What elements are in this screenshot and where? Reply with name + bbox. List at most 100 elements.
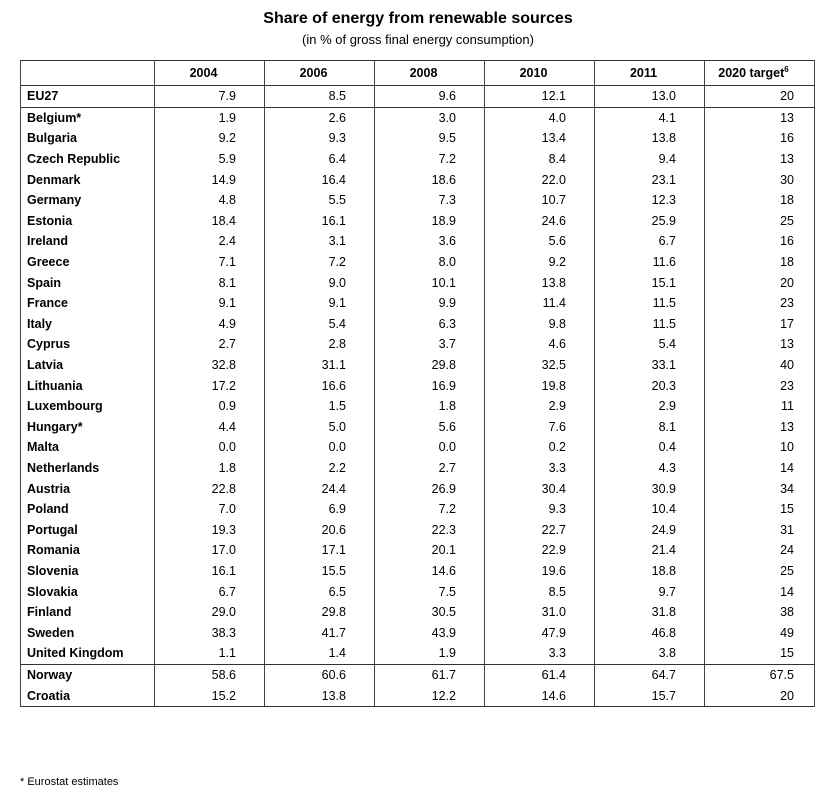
value-cell: 18.9 bbox=[374, 210, 485, 232]
value-cell: 16.9 bbox=[374, 375, 485, 396]
value-cell: 19.6 bbox=[484, 560, 595, 582]
table-row: Belgium* 1.9 2.6 3.0 4.0 4.1 13 bbox=[20, 107, 815, 129]
value-cell: 46.8 bbox=[594, 622, 705, 644]
value-cell: 16.6 bbox=[264, 375, 375, 396]
value-cell: 61.7 bbox=[374, 664, 485, 686]
value-cell: 2.9 bbox=[594, 395, 705, 417]
value-cell: 18.4 bbox=[154, 210, 265, 232]
value-cell: 22.0 bbox=[484, 169, 595, 190]
country-name: Belgium* bbox=[20, 107, 155, 129]
value-cell: 9.4 bbox=[594, 148, 705, 170]
country-name: Austria bbox=[20, 478, 155, 499]
value-cell: 8.1 bbox=[594, 416, 705, 438]
value-cell: 9.1 bbox=[154, 292, 265, 314]
value-cell: 58.6 bbox=[154, 664, 265, 686]
country-name: Estonia bbox=[20, 210, 155, 232]
country-name: Luxembourg bbox=[20, 395, 155, 417]
value-cell: 6.9 bbox=[264, 498, 375, 520]
column-header-label: 2006 bbox=[299, 66, 328, 80]
value-cell: 15 bbox=[704, 498, 815, 520]
table-row: Spain 8.1 9.0 10.1 13.8 15.1 20 bbox=[20, 272, 815, 293]
value-cell: 9.3 bbox=[264, 128, 375, 149]
value-cell: 8.5 bbox=[484, 581, 595, 602]
column-header: 2006 bbox=[264, 60, 375, 86]
table-row: EU27 7.9 8.5 9.6 12.1 13.0 20 bbox=[20, 85, 815, 108]
table-row: Cyprus 2.7 2.8 3.7 4.6 5.4 13 bbox=[20, 334, 815, 355]
table-row: Denmark 14.9 16.4 18.6 22.0 23.1 30 bbox=[20, 169, 815, 190]
value-cell: 16.4 bbox=[264, 169, 375, 190]
country-name: EU27 bbox=[20, 85, 155, 108]
table-row: France 9.1 9.1 9.9 11.4 11.5 23 bbox=[20, 292, 815, 314]
value-cell: 15 bbox=[704, 643, 815, 665]
value-cell: 20 bbox=[704, 685, 815, 707]
table-row: Lithuania 17.2 16.6 16.9 19.8 20.3 23 bbox=[20, 375, 815, 396]
value-cell: 10.7 bbox=[484, 189, 595, 211]
value-cell: 30 bbox=[704, 169, 815, 190]
value-cell: 38.3 bbox=[154, 622, 265, 644]
value-cell: 11.5 bbox=[594, 313, 705, 335]
value-cell: 16.1 bbox=[264, 210, 375, 232]
value-cell: 67.5 bbox=[704, 664, 815, 686]
value-cell: 18 bbox=[704, 251, 815, 273]
value-cell: 31.0 bbox=[484, 601, 595, 623]
country-name: Netherlands bbox=[20, 457, 155, 479]
value-cell: 3.3 bbox=[484, 457, 595, 479]
country-name: Denmark bbox=[20, 169, 155, 190]
value-cell: 2.7 bbox=[374, 457, 485, 479]
value-cell: 49 bbox=[704, 622, 815, 644]
value-cell: 3.0 bbox=[374, 107, 485, 129]
value-cell: 9.2 bbox=[484, 251, 595, 273]
table-row: Ireland 2.4 3.1 3.6 5.6 6.7 16 bbox=[20, 231, 815, 252]
value-cell: 24 bbox=[704, 540, 815, 561]
value-cell: 13.8 bbox=[594, 128, 705, 149]
value-cell: 2.9 bbox=[484, 395, 595, 417]
value-cell: 15.2 bbox=[154, 685, 265, 707]
value-cell: 13.0 bbox=[594, 85, 705, 108]
value-cell: 0.0 bbox=[154, 437, 265, 458]
value-cell: 20.3 bbox=[594, 375, 705, 396]
value-cell: 2.4 bbox=[154, 231, 265, 252]
value-cell: 8.4 bbox=[484, 148, 595, 170]
value-cell: 1.9 bbox=[154, 107, 265, 129]
renewable-share-table: 2004 2006 2008 2010 2011 2020 target6 EU27 7.9 8… bbox=[20, 60, 815, 707]
value-cell: 19.3 bbox=[154, 519, 265, 541]
value-cell: 9.7 bbox=[594, 581, 705, 602]
value-cell: 1.1 bbox=[154, 643, 265, 665]
value-cell: 1.9 bbox=[374, 643, 485, 665]
value-cell: 31.1 bbox=[264, 354, 375, 376]
table-row: Portugal 19.3 20.6 22.3 22.7 24.9 31 bbox=[20, 519, 815, 541]
value-cell: 23.1 bbox=[594, 169, 705, 190]
table-row: Netherlands 1.8 2.2 2.7 3.3 4.3 14 bbox=[20, 457, 815, 479]
value-cell: 47.9 bbox=[484, 622, 595, 644]
value-cell: 13 bbox=[704, 107, 815, 129]
value-cell: 13.8 bbox=[484, 272, 595, 293]
country-name: Greece bbox=[20, 251, 155, 273]
country-name: Bulgaria bbox=[20, 128, 155, 149]
value-cell: 13 bbox=[704, 148, 815, 170]
table-row: Germany 4.8 5.5 7.3 10.7 12.3 18 bbox=[20, 189, 815, 211]
value-cell: 9.0 bbox=[264, 272, 375, 293]
value-cell: 25.9 bbox=[594, 210, 705, 232]
value-cell: 34 bbox=[704, 478, 815, 499]
value-cell: 0.9 bbox=[154, 395, 265, 417]
value-cell: 61.4 bbox=[484, 664, 595, 686]
value-cell: 31.8 bbox=[594, 601, 705, 623]
value-cell: 8.5 bbox=[264, 85, 375, 108]
value-cell: 16 bbox=[704, 128, 815, 149]
country-name: Slovenia bbox=[20, 560, 155, 582]
value-cell: 11.4 bbox=[484, 292, 595, 314]
table-row: United Kingdom 1.1 1.4 1.9 3.3 3.8 15 bbox=[20, 643, 815, 665]
value-cell: 9.5 bbox=[374, 128, 485, 149]
value-cell: 4.6 bbox=[484, 334, 595, 355]
column-header-label: 2008 bbox=[409, 66, 438, 80]
value-cell: 4.0 bbox=[484, 107, 595, 129]
value-cell: 16.1 bbox=[154, 560, 265, 582]
country-name: Malta bbox=[20, 437, 155, 458]
column-header: 2004 bbox=[154, 60, 265, 86]
table-row: Finland 29.0 29.8 30.5 31.0 31.8 38 bbox=[20, 601, 815, 623]
value-cell: 13.4 bbox=[484, 128, 595, 149]
value-cell: 7.6 bbox=[484, 416, 595, 438]
value-cell: 6.4 bbox=[264, 148, 375, 170]
value-cell: 1.8 bbox=[154, 457, 265, 479]
value-cell: 3.6 bbox=[374, 231, 485, 252]
